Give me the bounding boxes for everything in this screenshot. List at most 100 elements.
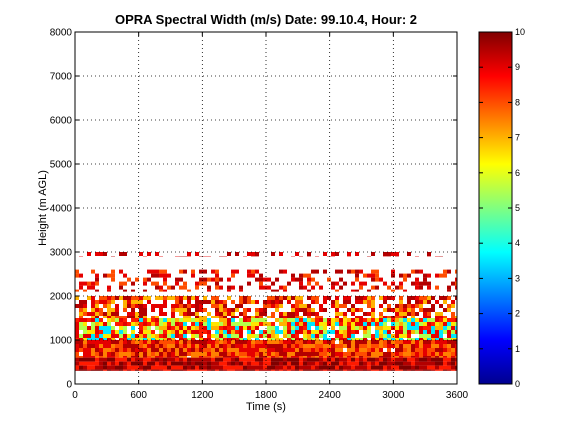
heat-cell-layer-1 [395,340,399,344]
heat-cell-layer-2 [143,322,147,326]
heat-cell-layer-3 [219,312,223,316]
heat-cell-layer-0 [219,357,223,362]
heat-cell-layer-1 [83,356,87,358]
heat-cell-layer-0 [391,361,395,366]
heat-cell-layer-4 [91,281,95,286]
heat-cell-layer-4 [155,269,159,274]
heat-cell-layer-0 [367,365,371,370]
heat-cell-layer-2 [347,334,351,338]
heat-cell-layer-2 [235,330,239,334]
heat-cell-layer-0 [439,361,443,366]
heat-cell-layer-1 [411,340,415,344]
heat-cell-layer-1 [267,340,271,344]
heat-cell-layer-0 [259,369,263,371]
heat-cell-layer-0 [179,369,183,371]
heat-cell-layer-3 [367,312,371,316]
heat-cell-layer-2 [247,330,251,334]
heat-cell-layer-1 [403,340,407,344]
heat-cell-layer-0 [259,357,263,362]
heat-cell-layer-2 [207,326,211,330]
heat-cell-layer-1 [247,356,251,358]
heat-cell-layer-0 [271,369,275,371]
heat-cell-layer-1 [291,352,295,356]
heat-cell-layer-1 [259,352,263,356]
heat-cell-layer-3 [307,296,311,300]
heat-cell-layer-3 [295,296,299,300]
heat-cell-layer-2 [211,326,215,330]
heat-cell-layer-3 [355,300,359,304]
heat-cell-layer-0 [331,361,335,366]
heat-cell-layer-0 [335,357,339,362]
heat-cell-layer-2 [267,334,271,338]
heat-cell-layer-1 [371,352,375,356]
heat-cell-layer-3 [195,296,199,300]
heat-cell-layer-3 [351,304,355,308]
heat-cell-layer-1 [167,348,171,352]
heat-cell-layer-1 [279,340,283,344]
heat-cell-layer-4 [239,285,243,290]
heat-cell-layer-2 [363,338,367,340]
heat-cell-layer-3 [303,312,307,316]
heat-cell-layer-1 [111,348,115,352]
heat-cell-layer-1 [107,344,111,348]
heat-cell-layer-0 [311,369,315,371]
heat-cell-layer-1 [211,348,215,352]
heat-cell-layer-1 [79,356,83,358]
heat-cell-layer-1 [151,352,155,356]
heat-cell-layer-2 [195,330,199,334]
heat-cell-layer-2 [335,334,339,338]
heat-cell-layer-2 [427,322,431,326]
heat-cell-layer-2 [155,338,159,340]
heat-cell-layer-0 [203,369,207,371]
heat-cell-layer-2 [231,318,235,322]
heat-cell-layer-3 [319,304,323,308]
heat-cell-layer-0 [207,357,211,362]
heat-cell-layer-4 [79,285,83,290]
heat-cell-layer-2 [307,338,311,340]
heat-cell-layer-0 [379,357,383,362]
heat-cell-layer-3 [215,296,219,300]
heat-cell-layer-1 [367,344,371,348]
heat-cell-layer-4 [91,269,95,274]
heat-cell-layer-1 [99,344,103,348]
heat-cell-layer-0 [303,365,307,370]
heat-cell-layer-1 [387,344,391,348]
heat-cell-layer-0 [87,365,91,370]
heat-cell-layer-4 [111,269,115,274]
heat-cell-layer-3 [139,312,143,316]
heat-cell-layer-1 [411,344,415,348]
heat-cell-layer-0 [275,365,279,370]
heat-cell-layer-3 [403,304,407,308]
heat-cell-layer-1 [415,340,419,344]
heat-cell-layer-1 [139,356,143,358]
heat-cell-layer-3 [411,312,415,316]
heat-cell-layer-1 [395,352,399,356]
heat-cell-layer-0 [79,365,83,370]
heat-cell-layer-2 [367,330,371,334]
heat-cell-layer-4 [163,273,167,278]
heat-cell-layer-4 [351,269,355,274]
heat-cell-layer-5 [155,252,159,256]
heat-cell-layer-0 [227,361,231,366]
heat-cell-layer-3 [103,296,107,300]
heat-cell-layer-3 [299,308,303,312]
heat-cell-layer-0 [299,365,303,370]
heat-cell-layer-3 [147,300,151,304]
heat-cell-layer-2 [399,330,403,334]
heat-cell-layer-2 [115,330,119,334]
heat-cell-layer-1 [139,344,143,348]
heat-cell-layer-4 [215,277,219,282]
heat-cell-layer-0 [227,365,231,370]
heat-cell-layer-1 [99,356,103,358]
heat-cell-layer-0 [275,357,279,362]
heat-cell-layer-3 [127,296,131,300]
heat-cell-layer-1 [127,352,131,356]
heat-cell-layer-2 [439,326,443,330]
heat-cell-layer-2 [223,330,227,334]
heat-cell-layer-1 [311,356,315,358]
heat-cell-layer-4 [435,273,439,278]
heat-cell-layer-0 [147,361,151,366]
heat-cell-layer-3 [91,312,95,316]
heat-cell-layer-0 [339,361,343,366]
heat-cell-layer-3 [83,304,87,308]
